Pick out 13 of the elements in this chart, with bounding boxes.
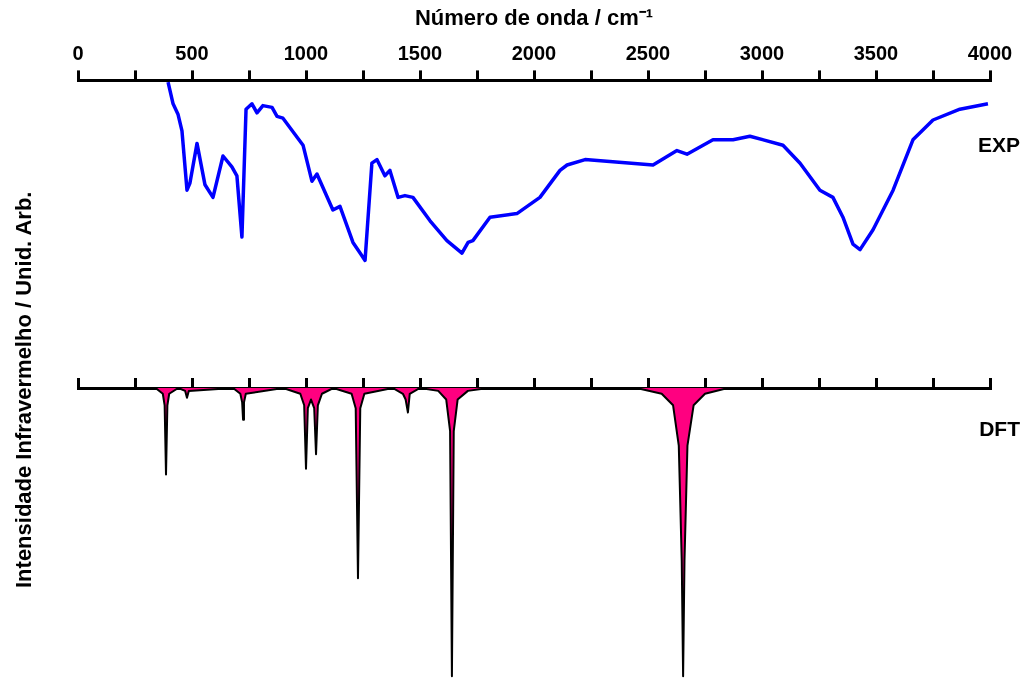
x-tick-label: 4000 bbox=[967, 41, 1013, 64]
x-tick-label: 500 bbox=[175, 41, 209, 64]
y-axis-title: Intensidade Infravermelho / Unid. Arb. bbox=[10, 190, 37, 591]
x-tick-label: 0 bbox=[72, 41, 84, 64]
series-label: EXP bbox=[977, 132, 1020, 156]
x-tick-label: 3500 bbox=[853, 41, 899, 64]
x-tick-label: 2500 bbox=[625, 41, 671, 64]
x-tick-label: 2000 bbox=[511, 41, 557, 64]
x-tick-label: 1500 bbox=[397, 41, 443, 64]
x-tick-label: 1000 bbox=[283, 41, 329, 64]
x-tick-label: 3000 bbox=[739, 41, 785, 64]
series-label: DFT bbox=[979, 416, 1021, 440]
x-axis-title: Número de onda / cm⁻¹ bbox=[414, 5, 654, 31]
